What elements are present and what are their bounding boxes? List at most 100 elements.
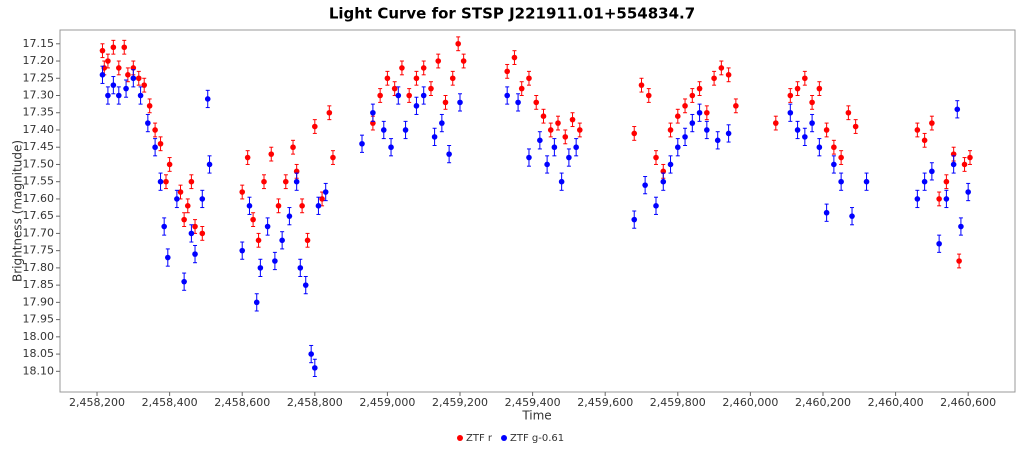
- data-point: [653, 203, 659, 209]
- data-point: [852, 123, 859, 130]
- data-point: [244, 154, 251, 161]
- data-point: [849, 213, 855, 219]
- data-point: [816, 144, 823, 151]
- data-point: [943, 196, 950, 202]
- data-point: [384, 75, 391, 82]
- data-point: [110, 44, 117, 51]
- data-point: [943, 178, 950, 185]
- data-point: [504, 68, 510, 75]
- data-point: [399, 65, 405, 71]
- data-point: [533, 99, 540, 106]
- data-point: [272, 258, 278, 264]
- data-point: [413, 103, 420, 109]
- data-point: [312, 123, 318, 130]
- legend-label: ZTF r: [466, 433, 493, 444]
- y-tick-label: 17.30: [23, 89, 55, 102]
- data-point: [455, 40, 461, 47]
- x-tick-label: 2,458,200: [69, 396, 125, 409]
- data-point: [961, 161, 968, 168]
- data-point: [446, 151, 452, 157]
- data-point: [460, 58, 467, 64]
- data-point: [99, 72, 106, 78]
- data-point: [958, 223, 964, 230]
- data-point: [573, 144, 579, 151]
- x-tick-label: 2,458,400: [142, 396, 198, 409]
- data-point: [696, 109, 703, 116]
- data-point: [631, 216, 638, 223]
- data-point: [689, 120, 696, 126]
- y-tick-label: 18.05: [23, 347, 55, 360]
- data-point: [950, 161, 957, 168]
- data-point: [330, 154, 336, 161]
- data-point: [165, 254, 171, 261]
- data-point: [145, 120, 151, 126]
- data-point: [696, 85, 703, 92]
- x-axis-label: Time: [521, 409, 551, 423]
- data-point: [967, 154, 973, 161]
- chart-title: Light Curve for STSP J221911.01+554834.7: [329, 5, 695, 23]
- data-point: [239, 189, 246, 195]
- data-point: [174, 196, 180, 202]
- data-point: [551, 144, 558, 151]
- data-point: [733, 103, 739, 109]
- data-point: [831, 161, 837, 168]
- data-point: [181, 216, 187, 223]
- data-point: [711, 75, 717, 82]
- x-tick-label: 2,458,600: [214, 396, 270, 409]
- data-point: [863, 178, 870, 185]
- y-tick-label: 17.35: [23, 106, 55, 119]
- data-point: [204, 96, 211, 102]
- data-point: [163, 178, 169, 185]
- data-point: [802, 134, 808, 140]
- data-point: [540, 113, 547, 119]
- data-point: [809, 120, 815, 126]
- legend-marker: [501, 435, 508, 441]
- data-point: [177, 189, 184, 195]
- x-tick-label: 2,460,600: [940, 396, 996, 409]
- data-point: [823, 127, 830, 133]
- data-point: [682, 134, 688, 140]
- data-point: [526, 75, 532, 82]
- y-tick-label: 17.55: [23, 175, 55, 188]
- y-axis-label: Brightness (magnitude): [11, 140, 25, 282]
- data-point: [161, 223, 167, 230]
- data-point: [562, 134, 569, 140]
- y-tick-label: 18.00: [23, 330, 55, 343]
- data-point: [838, 178, 844, 185]
- data-point: [929, 120, 935, 126]
- data-point: [787, 92, 794, 99]
- data-point: [515, 99, 521, 106]
- x-tick-label: 2,459,000: [359, 396, 415, 409]
- data-point: [181, 278, 187, 285]
- data-point: [413, 75, 420, 82]
- data-point: [845, 109, 852, 116]
- data-point: [921, 137, 928, 144]
- y-tick-label: 17.15: [23, 37, 55, 50]
- data-point: [645, 92, 652, 99]
- data-point: [576, 127, 583, 133]
- data-point: [956, 258, 962, 264]
- data-point: [282, 178, 289, 185]
- data-point: [264, 223, 271, 230]
- data-point: [439, 120, 445, 126]
- data-point: [188, 230, 195, 237]
- data-point: [141, 82, 148, 88]
- data-point: [838, 154, 844, 161]
- data-point: [566, 154, 572, 161]
- data-point: [152, 144, 158, 151]
- data-point: [653, 154, 659, 161]
- y-tick-label: 17.25: [23, 71, 55, 84]
- data-point: [299, 203, 305, 209]
- data-point: [435, 58, 442, 64]
- data-point: [130, 75, 137, 82]
- x-tick-label: 2,460,200: [795, 396, 851, 409]
- data-point: [359, 140, 365, 147]
- data-point: [511, 54, 518, 61]
- data-point: [794, 85, 801, 92]
- data-point: [105, 58, 111, 64]
- data-point: [302, 282, 309, 288]
- data-point: [308, 351, 314, 357]
- data-point: [518, 85, 525, 92]
- data-point: [714, 137, 721, 144]
